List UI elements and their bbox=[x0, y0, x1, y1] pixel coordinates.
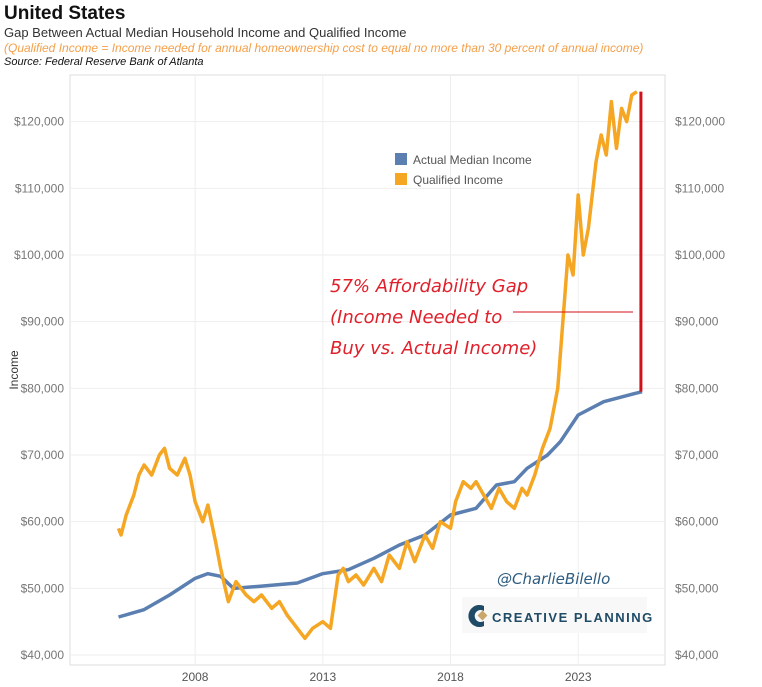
y-tick-label-right: $70,000 bbox=[675, 448, 719, 462]
annotation-text: (Income Needed to bbox=[330, 307, 502, 328]
qualified-income-line bbox=[116, 90, 638, 641]
logo-text: CREATIVE PLANNING bbox=[492, 610, 654, 625]
logo-icon bbox=[468, 604, 484, 628]
chart-source: Source: Federal Reserve Bank of Atlanta bbox=[4, 56, 204, 68]
median-income-line bbox=[118, 389, 643, 619]
plot-area bbox=[69, 74, 666, 666]
logo-box bbox=[462, 597, 647, 633]
watermark: @CharlieBilello bbox=[497, 570, 610, 588]
y-tick-label-right: $120,000 bbox=[675, 115, 725, 129]
legend-swatch bbox=[395, 153, 407, 165]
chart-title: United States bbox=[4, 3, 126, 24]
x-tick-label: 2008 bbox=[182, 670, 209, 684]
annotation-text: 57% Affordability Gap bbox=[330, 276, 528, 297]
y-tick-label-left: $40,000 bbox=[21, 648, 65, 662]
y-tick-label-right: $100,000 bbox=[675, 248, 725, 262]
y-tick-label-left: $50,000 bbox=[21, 581, 65, 595]
annotation-text: Buy vs. Actual Income) bbox=[330, 338, 537, 359]
x-tick-label: 2018 bbox=[437, 670, 464, 684]
legend-label: Actual Median Income bbox=[413, 153, 532, 167]
y-tick-label-right: $90,000 bbox=[675, 315, 719, 329]
y-tick-label-right: $40,000 bbox=[675, 648, 719, 662]
y-tick-label-left: $90,000 bbox=[21, 315, 65, 329]
x-tick-label: 2013 bbox=[309, 670, 336, 684]
y-tick-label-left: $110,000 bbox=[15, 181, 64, 195]
logo-diamond-icon bbox=[477, 610, 488, 621]
y-tick-label-left: $70,000 bbox=[21, 448, 65, 462]
y-axis-label: Income bbox=[7, 350, 21, 390]
y-tick-label-right: $110,000 bbox=[675, 181, 724, 195]
y-tick-label-right: $80,000 bbox=[675, 381, 719, 395]
y-tick-label-left: $80,000 bbox=[21, 381, 65, 395]
chart-note: (Qualified Income = Income needed for an… bbox=[4, 41, 644, 55]
y-tick-label-left: $60,000 bbox=[21, 515, 65, 529]
legend-label: Qualified Income bbox=[413, 173, 503, 187]
legend-swatch bbox=[395, 173, 407, 185]
chart-subtitle: Gap Between Actual Median Household Inco… bbox=[4, 25, 407, 40]
x-tick-label: 2023 bbox=[565, 670, 592, 684]
y-tick-label-left: $100,000 bbox=[14, 248, 64, 262]
y-tick-label-right: $50,000 bbox=[675, 581, 719, 595]
y-tick-label-left: $120,000 bbox=[14, 115, 64, 129]
y-tick-label-right: $60,000 bbox=[675, 515, 719, 529]
